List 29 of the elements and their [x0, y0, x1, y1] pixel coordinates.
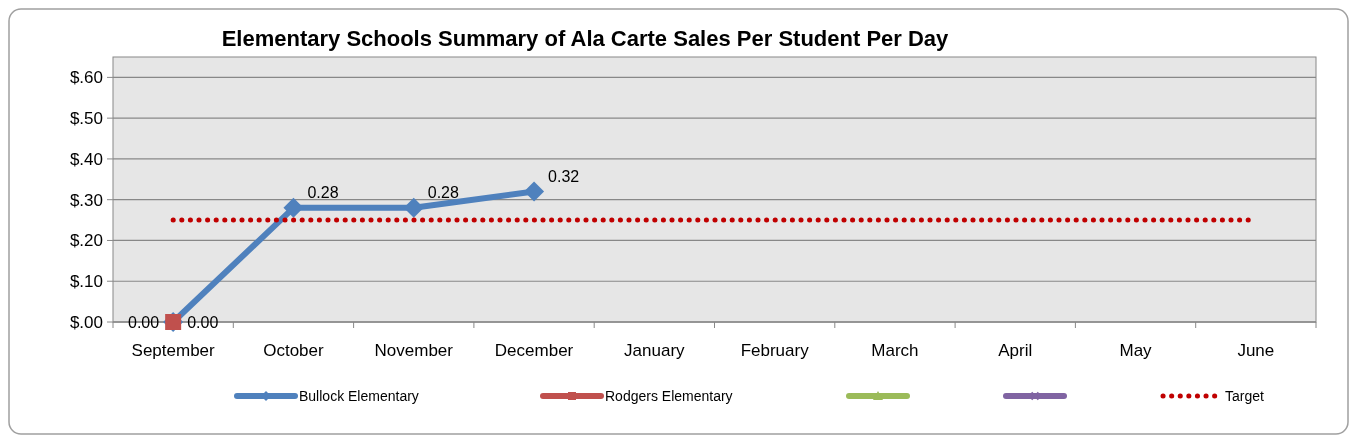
y-tick-label: $.40 — [69, 149, 103, 169]
data-label: 0.00 — [187, 314, 219, 331]
point — [283, 197, 304, 218]
point — [403, 197, 424, 218]
y-tick-label: $.30 — [69, 190, 103, 210]
data-label: 0.32 — [548, 167, 580, 185]
data-label: 0.00 — [128, 314, 160, 331]
y-tick-label: $.00 — [69, 313, 103, 332]
chart-title: Elementary Schools Summary of Ala Carte Sales Per Student Per Day — [221, 26, 950, 51]
y-tick-label: $.10 — [69, 272, 103, 292]
legend-label: Rodgers Elementary — [605, 388, 733, 404]
point — [524, 181, 545, 202]
x-tick-label: June — [1237, 341, 1275, 360]
x-tick-label: April — [998, 341, 1033, 360]
y-tick-label: $.50 — [69, 109, 103, 129]
y-tick-label: $.60 — [69, 68, 103, 88]
y-tick-label: $.20 — [69, 231, 103, 251]
x-tick-label: October — [263, 341, 325, 360]
x-tick-label: September — [131, 341, 216, 360]
legend-label: Bullock Elementary — [299, 388, 419, 404]
data-label: 0.28 — [307, 183, 339, 201]
x-tick-label: May — [1119, 341, 1153, 360]
x-tick-label: November — [374, 341, 454, 360]
x-tick-label: March — [871, 341, 919, 360]
data-label: 0.28 — [427, 183, 459, 201]
x-tick-label: January — [624, 341, 686, 360]
legend-label: Target — [1225, 388, 1265, 404]
x-tick-label: February — [740, 341, 810, 360]
x-tick-label: December — [494, 341, 574, 360]
